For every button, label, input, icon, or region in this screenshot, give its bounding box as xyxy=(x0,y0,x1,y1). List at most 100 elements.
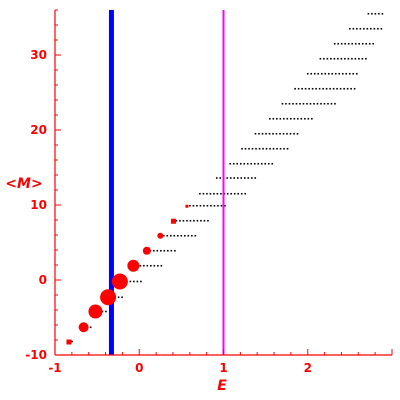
data-dot xyxy=(170,249,173,252)
data-dot xyxy=(304,87,307,90)
data-dot xyxy=(196,219,199,222)
data-dot xyxy=(338,72,341,75)
data-dot xyxy=(356,27,358,30)
data-dot xyxy=(174,249,176,252)
dot-row xyxy=(159,234,197,237)
data-dot xyxy=(220,192,222,195)
data-dot xyxy=(354,57,357,60)
data-dot xyxy=(327,102,329,105)
data-dot xyxy=(260,162,263,165)
data-dot xyxy=(206,192,208,195)
data-dot xyxy=(346,87,349,90)
data-dot xyxy=(351,42,354,45)
data-point xyxy=(142,246,151,255)
data-dot xyxy=(368,42,371,45)
data-dot xyxy=(240,177,243,179)
data-dot xyxy=(367,12,370,15)
data-dot xyxy=(313,72,316,75)
data-dot xyxy=(267,162,270,165)
data-dot xyxy=(213,192,215,195)
data-point xyxy=(170,218,176,224)
data-dot xyxy=(337,57,339,60)
data-dot xyxy=(193,219,195,222)
dot-row xyxy=(306,72,358,75)
data-point xyxy=(100,289,117,306)
data-dot xyxy=(319,57,322,60)
data-dot xyxy=(157,264,159,267)
data-dot xyxy=(331,72,334,75)
data-dot xyxy=(236,177,239,179)
data-dot xyxy=(216,192,219,195)
data-dot xyxy=(117,296,120,299)
data-dot xyxy=(302,102,305,105)
data-dot xyxy=(374,12,377,15)
data-dot xyxy=(229,177,232,179)
data-dot xyxy=(310,72,313,75)
data-dot xyxy=(371,12,373,15)
data-dot xyxy=(292,102,294,105)
data-dot xyxy=(251,147,254,150)
data-dot xyxy=(143,264,145,267)
data-dot xyxy=(327,72,330,75)
data-dot xyxy=(377,27,379,30)
x-axis-label: E xyxy=(217,378,227,394)
data-dot xyxy=(269,117,271,120)
data-dot xyxy=(339,87,342,90)
data-dot xyxy=(340,57,343,60)
data-dot xyxy=(121,296,123,299)
data-dot xyxy=(199,204,202,207)
data-dot xyxy=(330,102,333,105)
data-dot xyxy=(361,42,364,45)
data-dot xyxy=(288,102,291,105)
data-dot xyxy=(226,192,229,195)
data-dot xyxy=(336,87,338,90)
data-dot xyxy=(323,57,325,60)
data-dot xyxy=(311,117,313,120)
data-dot xyxy=(365,57,367,60)
data-point xyxy=(157,232,164,239)
data-dot xyxy=(247,177,250,179)
data-dot xyxy=(248,147,250,150)
data-dot xyxy=(297,87,300,90)
data-dot xyxy=(203,204,205,207)
data-dot xyxy=(139,264,142,267)
vertical-lines-layer xyxy=(108,10,225,355)
data-dot xyxy=(167,249,169,252)
data-dot xyxy=(286,147,289,150)
data-dot xyxy=(323,102,326,105)
data-dot xyxy=(163,249,166,252)
data-point xyxy=(78,322,89,333)
x-tick-label: 1 xyxy=(219,361,227,375)
data-dot xyxy=(105,310,107,313)
data-dot xyxy=(182,219,185,222)
data-dot xyxy=(189,219,192,222)
data-dot xyxy=(233,177,236,179)
data-dot xyxy=(276,147,278,150)
data-dot xyxy=(381,12,384,15)
data-dot xyxy=(150,264,152,267)
data-dot xyxy=(160,249,162,252)
data-dot xyxy=(279,147,282,150)
data-dot xyxy=(179,219,181,222)
data-dot xyxy=(324,72,327,75)
data-dot xyxy=(361,57,364,60)
data-dot xyxy=(283,117,285,120)
data-dot xyxy=(246,162,249,165)
data-dot xyxy=(283,147,285,150)
dot-row xyxy=(241,147,289,150)
data-dot xyxy=(352,72,355,75)
data-dot xyxy=(233,192,236,195)
data-dot xyxy=(326,57,329,60)
x-tick-label: 0 xyxy=(135,361,143,375)
data-dot xyxy=(264,162,267,165)
data-dot xyxy=(370,27,372,30)
data-dot xyxy=(334,102,336,105)
data-dot xyxy=(261,132,264,135)
data-dot xyxy=(354,42,357,45)
data-dot xyxy=(275,132,278,135)
data-dot xyxy=(170,234,172,237)
data-dot xyxy=(236,162,239,165)
data-dot xyxy=(160,264,163,267)
data-dot xyxy=(318,87,321,90)
